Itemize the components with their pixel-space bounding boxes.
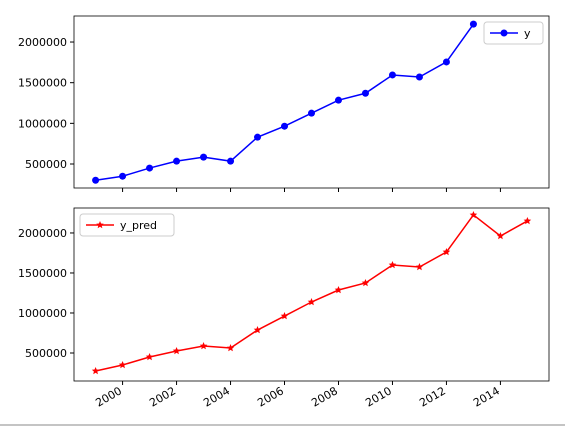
point bbox=[496, 232, 505, 240]
x-tick-label: 2008 bbox=[309, 384, 340, 409]
point bbox=[442, 58, 450, 66]
point bbox=[226, 344, 235, 352]
point bbox=[145, 352, 154, 361]
point bbox=[253, 326, 262, 334]
point bbox=[200, 153, 208, 161]
x-tick-label: 2004 bbox=[201, 384, 232, 409]
y-tick-label: 500000 bbox=[25, 158, 67, 171]
legend-label: y_pred bbox=[120, 219, 157, 232]
point bbox=[442, 248, 451, 256]
x-tick-label: 2006 bbox=[255, 384, 286, 409]
x-tick-label: 2012 bbox=[417, 384, 448, 409]
point bbox=[172, 346, 181, 355]
point bbox=[146, 164, 154, 172]
point bbox=[281, 122, 289, 130]
point bbox=[307, 298, 316, 306]
legend-marker bbox=[500, 29, 508, 37]
axes-frame bbox=[73, 207, 550, 382]
point bbox=[118, 361, 127, 369]
point bbox=[91, 367, 100, 375]
y-tick-label: 1000000 bbox=[18, 117, 67, 130]
point bbox=[334, 96, 342, 104]
point bbox=[523, 216, 532, 225]
point bbox=[173, 157, 181, 165]
series-line bbox=[95, 23, 475, 182]
point bbox=[361, 89, 369, 97]
legend-marker bbox=[96, 221, 104, 229]
y-tick-label: 1500000 bbox=[18, 77, 67, 90]
point bbox=[388, 260, 397, 269]
x-tick-label: 2000 bbox=[93, 384, 124, 409]
point bbox=[280, 312, 289, 320]
legend-box bbox=[79, 213, 175, 237]
y-tick-label: 1000000 bbox=[18, 307, 67, 320]
point bbox=[415, 73, 423, 81]
point bbox=[388, 71, 396, 79]
point bbox=[227, 157, 235, 165]
point bbox=[254, 133, 262, 141]
point bbox=[199, 342, 208, 350]
point bbox=[92, 176, 100, 184]
point bbox=[334, 286, 343, 294]
axes-frame bbox=[73, 15, 550, 189]
series-line bbox=[95, 213, 528, 372]
x-tick-label: 2014 bbox=[471, 384, 502, 409]
y-tick-label: 2000000 bbox=[18, 227, 67, 240]
y-tick-label: 500000 bbox=[25, 347, 67, 360]
legend-label: y bbox=[524, 27, 531, 40]
point bbox=[415, 262, 424, 271]
point bbox=[308, 109, 315, 117]
point bbox=[469, 210, 478, 219]
y-tick-label: 1500000 bbox=[18, 267, 67, 280]
point bbox=[361, 278, 370, 287]
point bbox=[469, 20, 477, 28]
x-tick-label: 2010 bbox=[363, 384, 394, 409]
x-tick-label: 2002 bbox=[147, 384, 178, 409]
point bbox=[119, 172, 127, 180]
y-tick-label: 2000000 bbox=[18, 36, 67, 49]
